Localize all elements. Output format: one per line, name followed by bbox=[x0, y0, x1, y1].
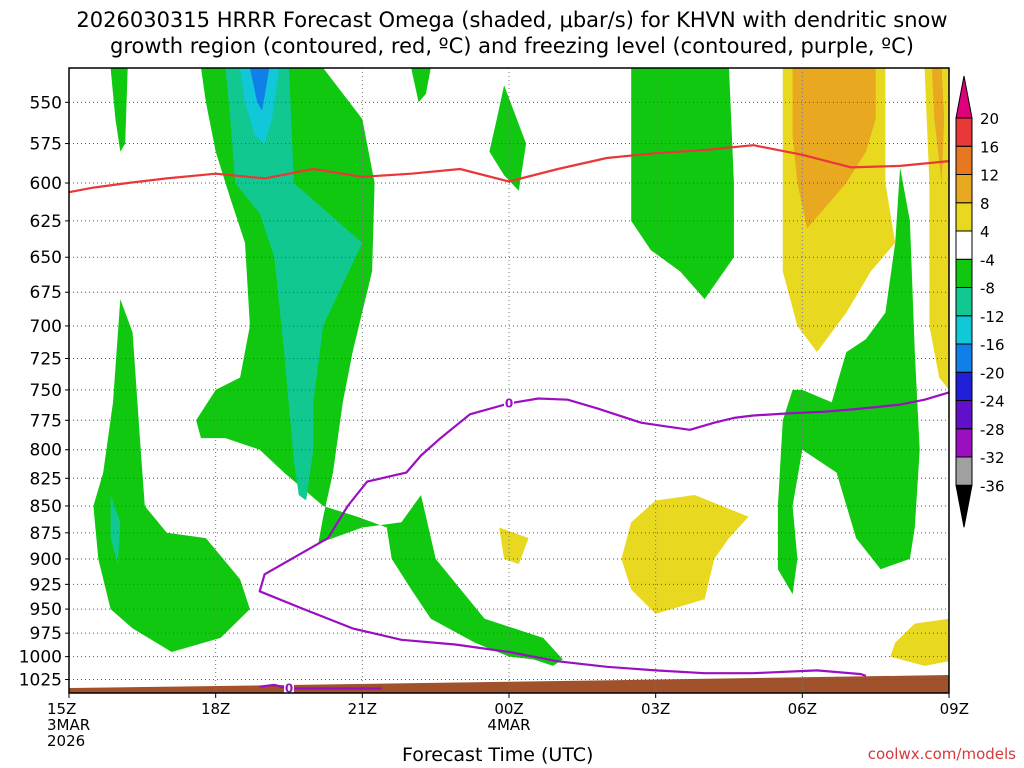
x-tick-label: 2026 bbox=[47, 732, 85, 750]
y-tick-label: 625 bbox=[30, 212, 62, 232]
site-credit: coolwx.com/models bbox=[867, 745, 1016, 763]
x-tick-label: 00Z bbox=[494, 700, 523, 718]
omega-shaded-layer bbox=[93, 68, 949, 666]
colorbar-bin bbox=[955, 75, 973, 119]
y-tick-label: 675 bbox=[30, 283, 62, 303]
colorbar-bin bbox=[955, 287, 973, 317]
omega-region bbox=[631, 68, 734, 300]
y-tick-label: 950 bbox=[30, 600, 62, 620]
colorbar-label: 4 bbox=[980, 223, 990, 241]
omega-region bbox=[931, 68, 945, 183]
y-tick-label: 700 bbox=[30, 317, 62, 337]
omega-region bbox=[249, 68, 270, 111]
y-tick-label: 825 bbox=[30, 469, 62, 489]
colorbar-bin bbox=[955, 456, 973, 486]
x-tick-label: 06Z bbox=[788, 700, 817, 718]
colorbar-bin bbox=[955, 400, 973, 430]
colorbar-label: 8 bbox=[980, 195, 990, 213]
colorbar-label: -12 bbox=[980, 308, 1005, 326]
omega-region bbox=[499, 527, 529, 565]
contour-label-bg bbox=[284, 680, 294, 695]
colorbar-bin bbox=[955, 371, 973, 401]
freezing-level-contour bbox=[258, 391, 950, 677]
contour-label: 0 bbox=[505, 396, 513, 410]
colorbar-label: 12 bbox=[980, 167, 999, 185]
colorbar-label: -36 bbox=[980, 477, 1005, 495]
colorbar-bin bbox=[955, 315, 973, 345]
omega-region bbox=[777, 167, 920, 595]
y-tick-label: 725 bbox=[30, 349, 62, 369]
x-axis-label: Forecast Time (UTC) bbox=[402, 744, 594, 766]
y-tick-label: 750 bbox=[30, 381, 62, 401]
y-tick-label: 925 bbox=[30, 575, 62, 595]
colorbar-bin bbox=[955, 174, 973, 204]
colorbar-label: -16 bbox=[980, 336, 1005, 354]
omega-region bbox=[110, 495, 121, 565]
y-tick-label: 800 bbox=[30, 441, 62, 461]
omega-region bbox=[792, 68, 876, 229]
y-tick-label: 875 bbox=[30, 524, 62, 544]
colorbar: 20 16 12 8 4 -4 -8 -12 -16 -20 -24 -28 -32 -36 bbox=[955, 75, 1005, 528]
colorbar-bin bbox=[955, 230, 973, 260]
contour-label-bg bbox=[504, 395, 514, 410]
colorbar-bin bbox=[955, 343, 973, 373]
colorbar-label: -8 bbox=[980, 280, 995, 298]
x-tick-label: 4MAR bbox=[487, 716, 530, 734]
x-tick-label: 21Z bbox=[348, 700, 377, 718]
y-tick-label: 850 bbox=[30, 497, 62, 517]
y-tick-label: 575 bbox=[30, 135, 62, 155]
y-tick-label: 600 bbox=[30, 174, 62, 194]
x-tick-label: 15Z bbox=[47, 700, 76, 718]
colorbar-label: 20 bbox=[980, 110, 999, 128]
x-tick-label: 03Z bbox=[641, 700, 670, 718]
dendritic-growth-region-contour bbox=[68, 144, 950, 194]
omega-region bbox=[110, 68, 128, 152]
colorbar-bin bbox=[955, 258, 973, 288]
x-tick-label: 18Z bbox=[201, 700, 230, 718]
colorbar-bin bbox=[955, 428, 973, 458]
omega-region bbox=[890, 618, 949, 666]
y-tick-label: 975 bbox=[30, 624, 62, 644]
colorbar-label: -28 bbox=[980, 421, 1005, 439]
y-tick-label: 775 bbox=[30, 411, 62, 431]
colorbar-label: -24 bbox=[980, 393, 1005, 411]
contour-layer: 00 bbox=[68, 144, 950, 696]
chart-title-line-1: 2026030315 HRRR Forecast Omega (shaded, … bbox=[76, 8, 948, 32]
omega-region bbox=[411, 68, 431, 103]
colorbar-label: -32 bbox=[980, 449, 1005, 467]
contour-label: 0 bbox=[285, 682, 293, 696]
x-tick-label: 3MAR bbox=[47, 716, 90, 734]
colorbar-bin bbox=[955, 145, 973, 175]
y-tick-label: 1000 bbox=[19, 648, 62, 668]
chart-title-line-2: growth region (contoured, red, ºC) and f… bbox=[110, 34, 914, 58]
axes: 550 575 600 625 650 675 700 725 750 775 800 825 850 8… bbox=[19, 67, 969, 750]
omega-region bbox=[489, 85, 527, 191]
y-tick-label: 650 bbox=[30, 248, 62, 268]
colorbar-bin bbox=[955, 202, 973, 232]
colorbar-label: -20 bbox=[980, 364, 1005, 382]
y-tick-label: 900 bbox=[30, 550, 62, 570]
y-tick-label: 1025 bbox=[19, 671, 62, 691]
colorbar-bin bbox=[955, 117, 973, 147]
y-tick-label: 550 bbox=[30, 93, 62, 113]
colorbar-label: 16 bbox=[980, 138, 999, 156]
gridlines bbox=[69, 68, 949, 693]
omega-region bbox=[93, 299, 250, 652]
x-tick-label: 09Z bbox=[940, 700, 969, 718]
colorbar-bin bbox=[955, 484, 973, 528]
colorbar-label: -4 bbox=[980, 251, 995, 269]
omega-region bbox=[225, 68, 363, 501]
